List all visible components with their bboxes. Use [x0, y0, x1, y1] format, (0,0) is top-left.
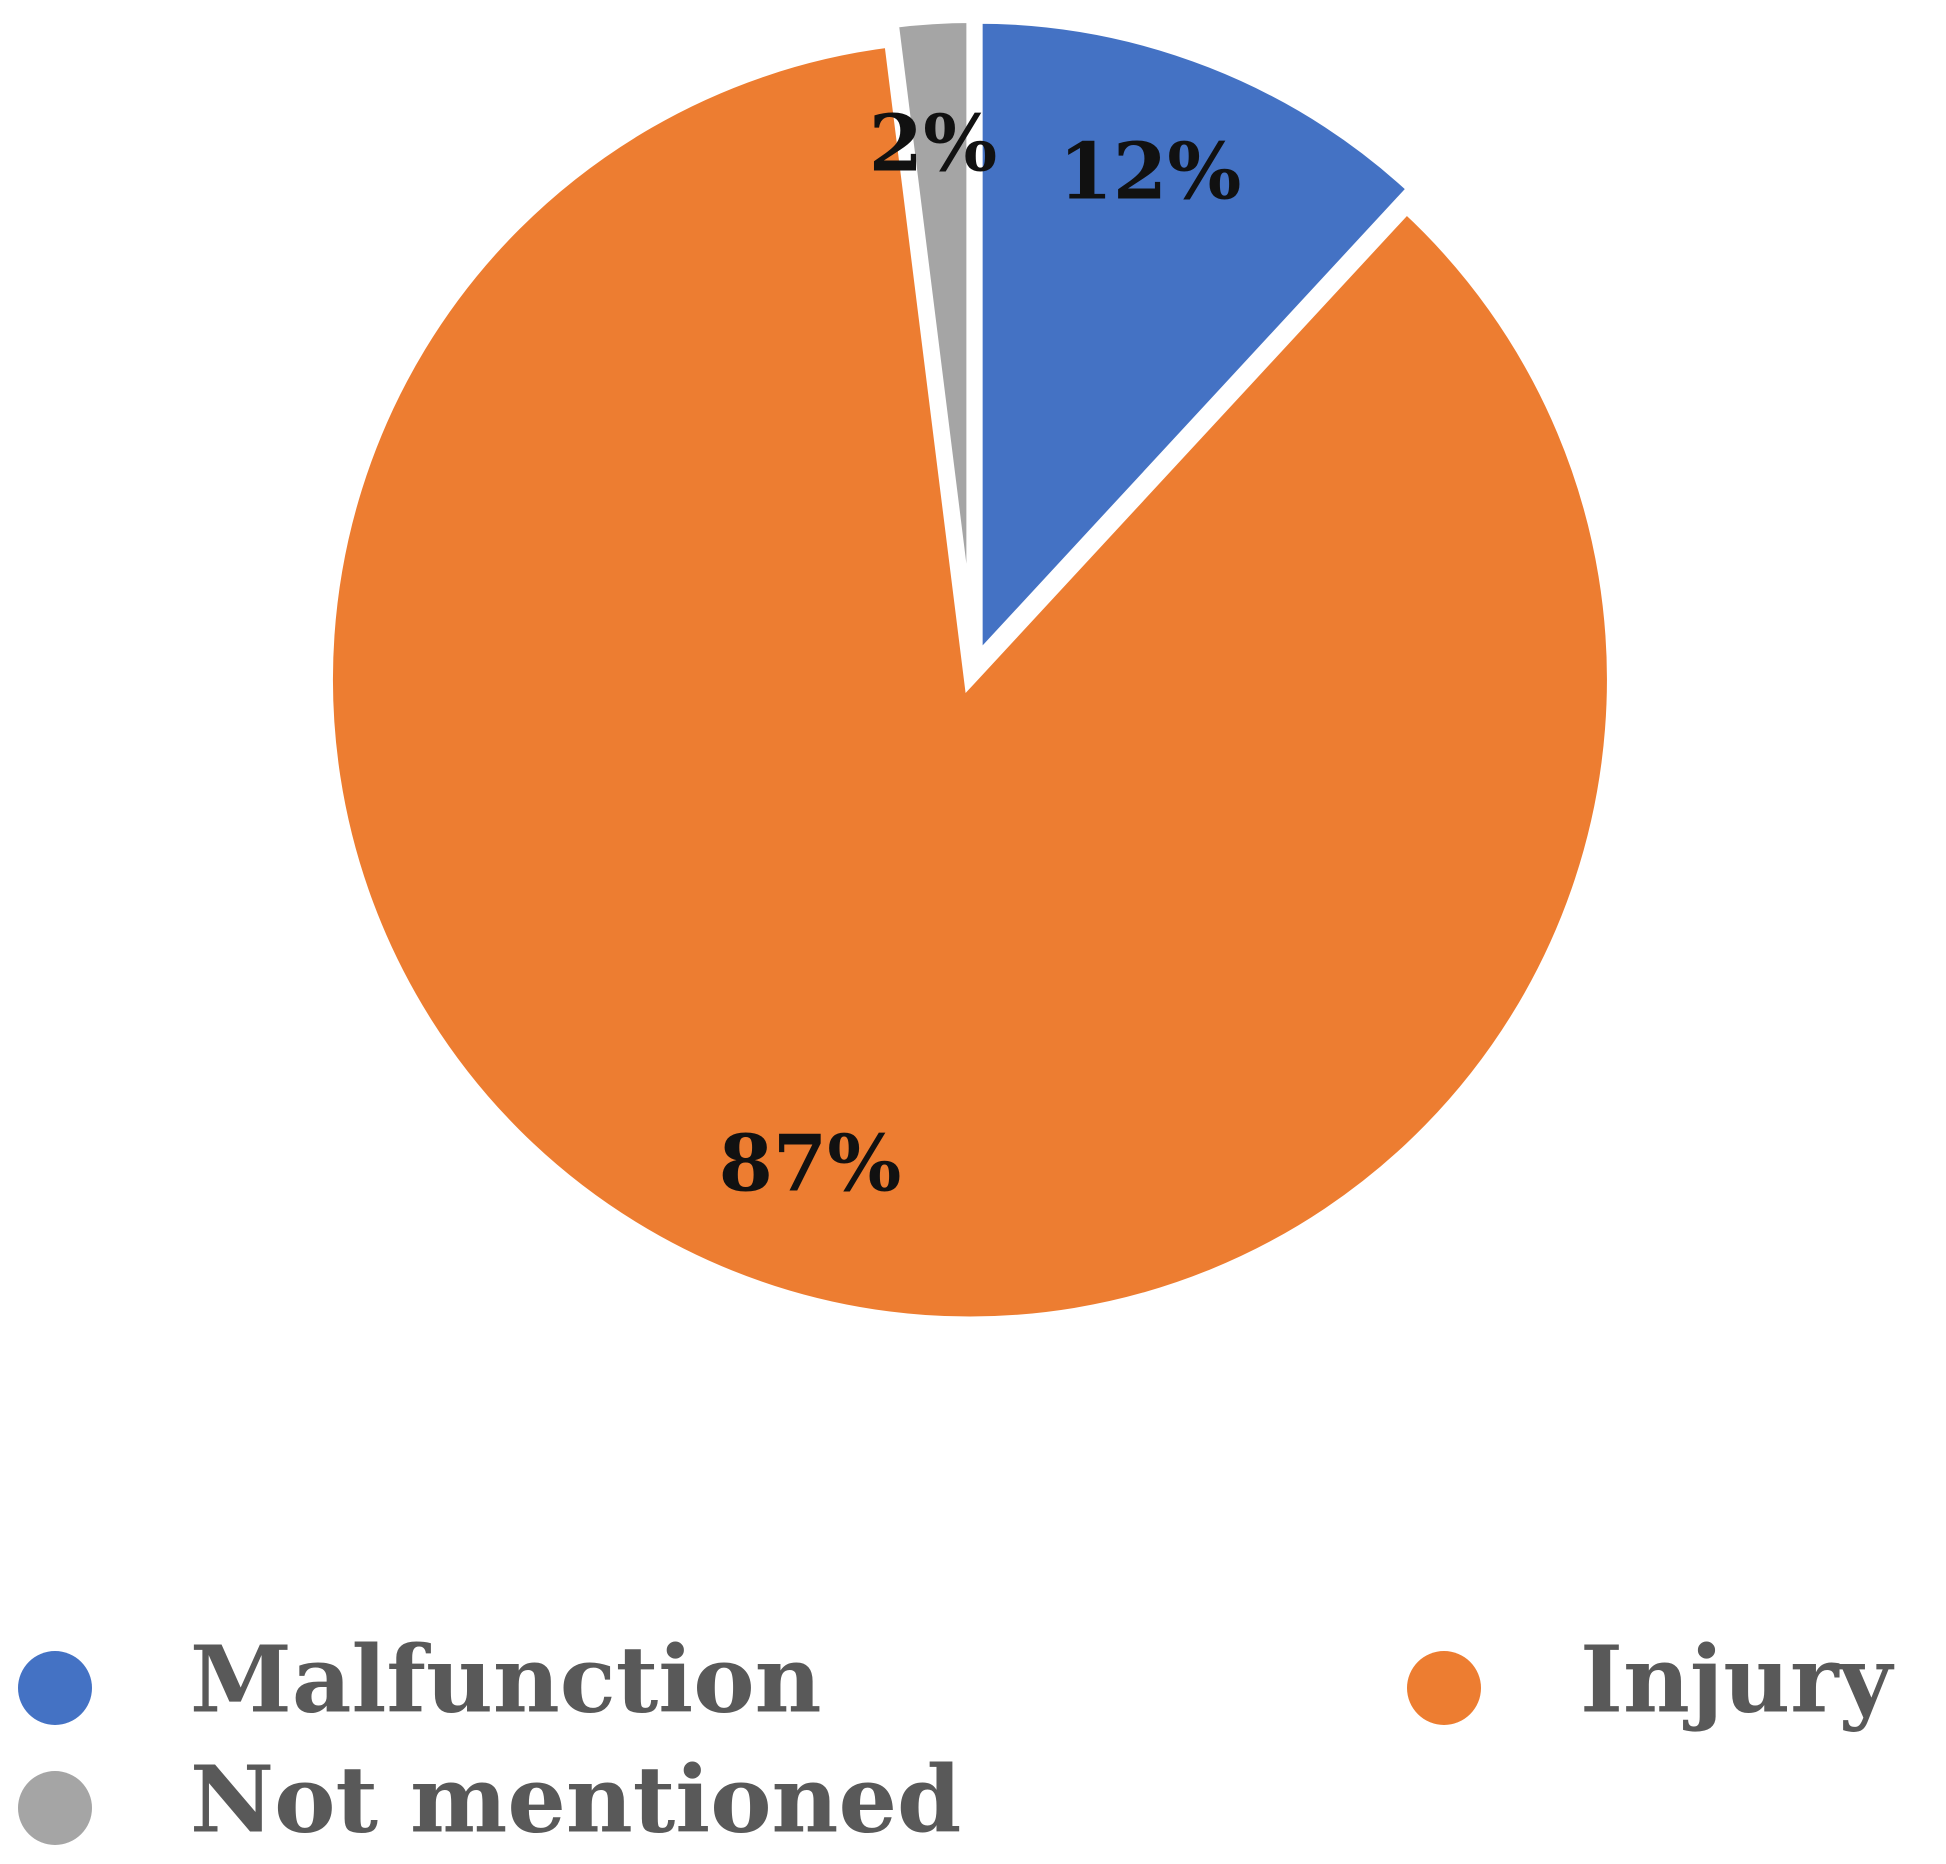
data-label-injury: 87% [719, 1119, 902, 1210]
legend-label-injury: Injury [1580, 1626, 1895, 1734]
legend-label-malfunction: Malfunction [190, 1626, 821, 1734]
data-label-not-mentioned: 2% [869, 99, 997, 190]
pie-slices [320, 11, 1619, 1329]
pie-slice-not-mentioned [885, 11, 979, 661]
pie-slice-malfunction [970, 11, 1422, 677]
legend-marker-malfunction [18, 1651, 92, 1725]
legend-marker-not-mentioned [18, 1771, 92, 1845]
pie-slice-injury [320, 34, 1619, 1329]
legend-label-not-mentioned: Not mentioned [190, 1746, 961, 1854]
data-label-malfunction: 12% [1059, 127, 1242, 218]
legend-marker-injury [1407, 1651, 1481, 1725]
legend: Malfunction Injury Not mentioned [18, 1626, 1895, 1854]
pie-data-labels: 12% 87% 2% [719, 99, 1242, 1210]
